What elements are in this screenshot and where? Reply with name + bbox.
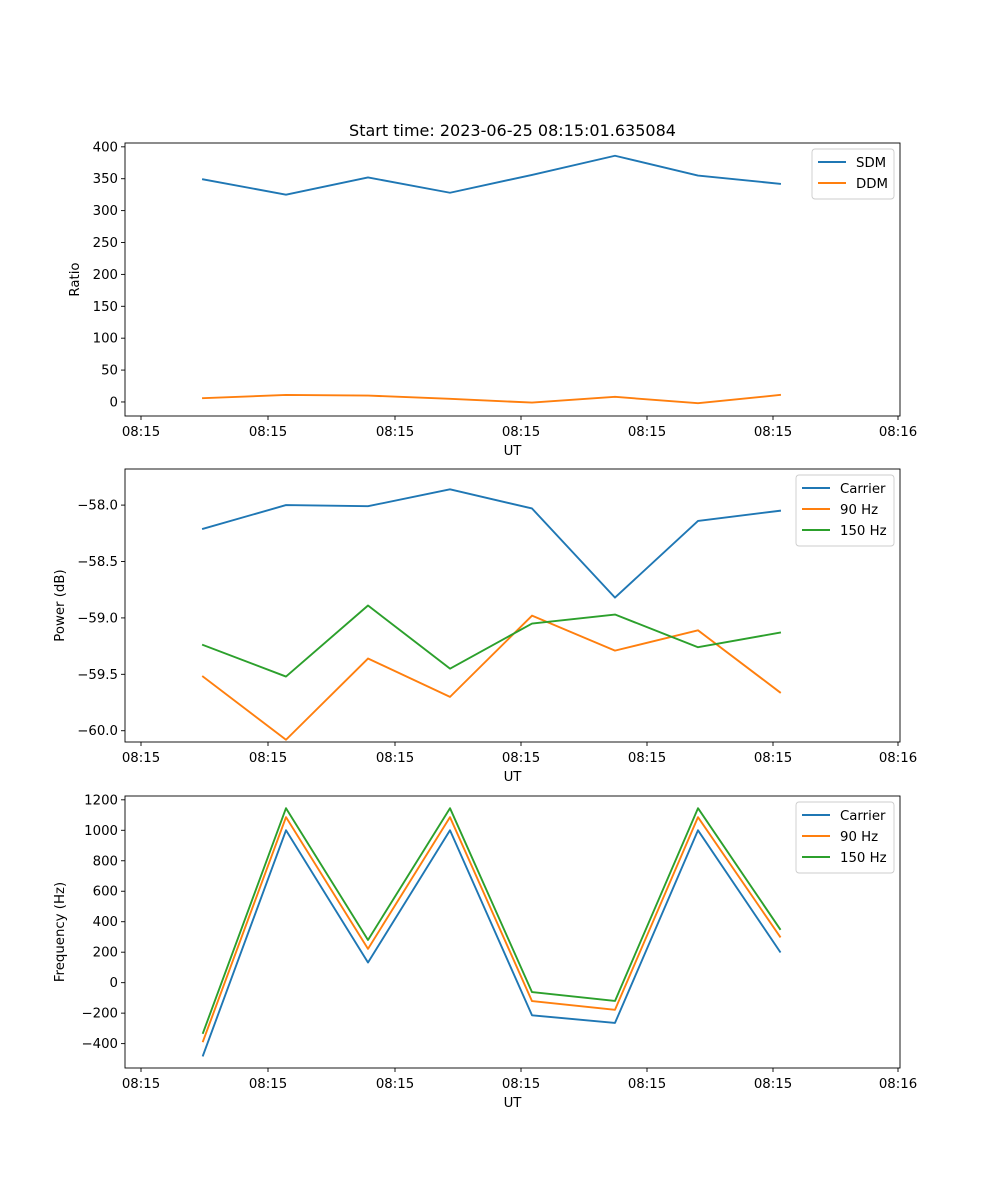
panel-2: 08:15 08:15 08:15 08:15 08:15 08:15 08:16 −60.0… <box>53 468 917 785</box>
y-tick-label: 250 <box>93 236 118 251</box>
y-tick-label: 150 <box>93 300 118 315</box>
x-tick-label: 08:15 <box>122 425 160 440</box>
x-tick-label: 08:15 <box>754 425 792 440</box>
legend-label: DDM <box>856 177 888 192</box>
series-line-ddm <box>202 393 782 405</box>
x-tick-label: 08:15 <box>754 751 792 766</box>
x-tick-label: 08:15 <box>249 425 287 440</box>
panel-1: 08:15 08:15 08:15 08:15 08:15 08:15 08:16 0 50 10… <box>68 140 917 459</box>
y-tick-label: 0 <box>110 395 118 410</box>
legend-label: Carrier <box>840 809 886 824</box>
x-tick-label: 08:15 <box>628 1077 666 1092</box>
y-tick-label: −58.5 <box>77 555 118 570</box>
x-tick-label: 08:16 <box>879 425 917 440</box>
plot-frame <box>124 468 901 743</box>
y-tick-label: 400 <box>93 140 118 155</box>
y-tick-label: −58.0 <box>77 499 118 514</box>
legend-label: 150 Hz <box>840 851 887 866</box>
x-axis-label: UT <box>504 770 523 785</box>
y-tick-label: −59.5 <box>77 668 118 683</box>
x-tick-label: 08:15 <box>122 751 160 766</box>
x-tick-label: 08:15 <box>502 1077 540 1092</box>
x-tick-label: 08:15 <box>376 751 414 766</box>
y-axis-label: Frequency (Hz) <box>53 882 68 982</box>
y-tick-label: 400 <box>93 915 118 930</box>
plot-frame <box>124 795 901 1069</box>
chart-title: Start time: 2023-06-25 08:15:01.635084 <box>349 121 676 140</box>
legend: SDM DDM <box>811 148 895 200</box>
legend-box <box>795 474 895 547</box>
series-line-carrier <box>201 829 782 1057</box>
series-line-carrier <box>201 488 782 599</box>
legend-label: SDM <box>856 156 886 171</box>
y-tick-label: −400 <box>81 1037 118 1052</box>
plot-frame <box>124 142 901 417</box>
y-tick-label: 0 <box>110 976 118 991</box>
legend: Carrier 90 Hz 150 Hz <box>795 801 895 874</box>
y-tick-label: −59.0 <box>77 611 118 626</box>
panel-3: 08:15 08:15 08:15 08:15 08:15 08:15 08:16 −400 −… <box>53 793 917 1111</box>
y-tick-label: 100 <box>93 332 118 347</box>
series-line-90-hz <box>201 816 782 1043</box>
x-tick-label: 08:15 <box>628 751 666 766</box>
x-tick-label: 08:15 <box>249 751 287 766</box>
y-tick-label: 50 <box>101 364 118 379</box>
series-line-90-hz <box>201 614 782 741</box>
y-tick-label: −200 <box>81 1007 118 1022</box>
y-tick-label: 1200 <box>84 793 118 808</box>
y-tick-label: 600 <box>93 885 118 900</box>
x-tick-label: 08:15 <box>122 1077 160 1092</box>
legend-box <box>795 801 895 874</box>
legend-label: Carrier <box>840 482 886 497</box>
y-axis-label: Ratio <box>68 262 83 296</box>
x-tick-label: 08:15 <box>502 751 540 766</box>
y-tick-label: 300 <box>93 204 118 219</box>
x-axis-label: UT <box>504 444 523 459</box>
x-tick-label: 08:15 <box>754 1077 792 1092</box>
x-tick-label: 08:16 <box>879 751 917 766</box>
x-tick-label: 08:15 <box>628 425 666 440</box>
x-tick-label: 08:16 <box>879 1077 917 1092</box>
x-tick-label: 08:15 <box>376 1077 414 1092</box>
series-line-150-hz <box>201 807 782 1035</box>
legend: Carrier 90 Hz 150 Hz <box>795 474 895 547</box>
x-tick-label: 08:15 <box>376 425 414 440</box>
y-tick-label: 200 <box>93 268 118 283</box>
x-tick-label: 08:15 <box>249 1077 287 1092</box>
y-tick-label: 1000 <box>84 824 118 839</box>
x-axis-label: UT <box>504 1096 523 1111</box>
y-tick-label: −60.0 <box>77 724 118 739</box>
legend-label: 90 Hz <box>840 503 878 518</box>
y-axis-label: Power (dB) <box>53 569 68 641</box>
legend-label: 90 Hz <box>840 830 878 845</box>
legend-label: 150 Hz <box>840 524 887 539</box>
x-tick-label: 08:15 <box>502 425 540 440</box>
series-line-sdm <box>201 154 782 196</box>
panels: 08:15 08:15 08:15 08:15 08:15 08:15 08:16 0 50 10… <box>53 140 917 1111</box>
y-tick-label: 350 <box>93 172 118 187</box>
y-tick-label: 800 <box>93 854 118 869</box>
y-tick-label: 200 <box>93 946 118 961</box>
series-line-150-hz <box>201 604 782 678</box>
